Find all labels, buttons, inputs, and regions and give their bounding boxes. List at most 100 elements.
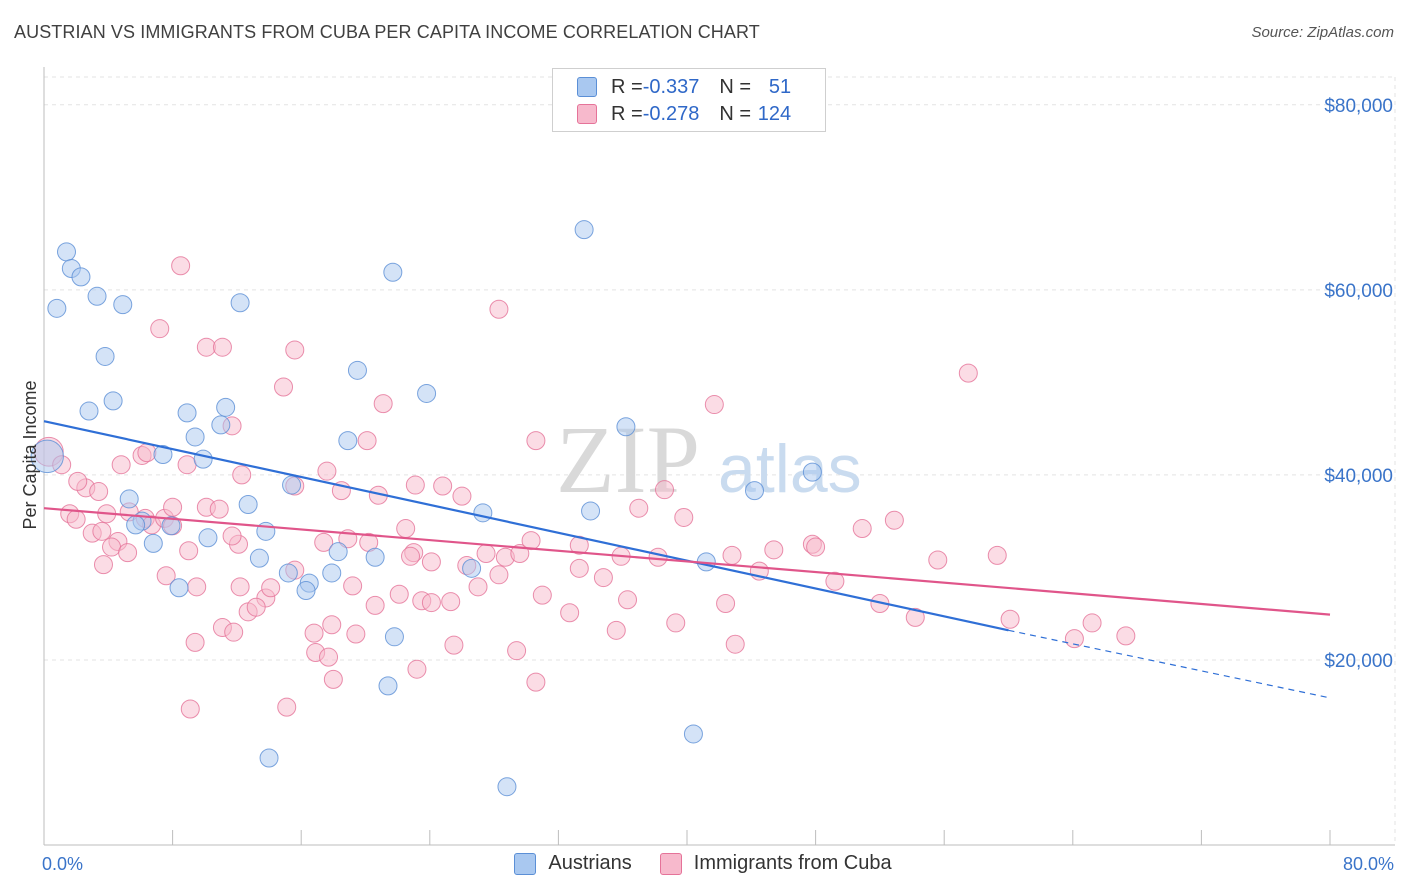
cuba-point <box>111 455 131 475</box>
austrian-point <box>296 581 316 601</box>
austrians-legend-swatch <box>514 852 537 875</box>
austrians-trend-extension <box>1008 629 1331 699</box>
r-value: -0.278 <box>642 102 700 125</box>
austrian-point <box>278 563 298 583</box>
n-value: 51 <box>768 75 792 98</box>
cuba-point <box>433 476 453 496</box>
austrian-point <box>185 427 205 447</box>
cuba-point <box>222 526 242 546</box>
cuba-point <box>1116 626 1136 646</box>
cuba-point <box>722 545 742 565</box>
legend-item-cuba: Immigrants from Cuba <box>659 852 892 875</box>
cuba-point <box>666 613 686 633</box>
austrian-point <box>113 295 133 315</box>
cuba-point <box>156 566 176 586</box>
cuba-point <box>928 550 948 570</box>
cuba-point <box>346 624 366 644</box>
cuba-point <box>468 577 488 597</box>
cuba-point <box>648 547 668 567</box>
austrian-point <box>574 220 594 240</box>
cuba-point <box>163 497 183 517</box>
austrian-point <box>417 383 437 403</box>
austrian-point <box>198 528 218 548</box>
cuba-point <box>452 486 472 506</box>
cuba-point <box>606 620 626 640</box>
n-label: N = <box>719 102 752 125</box>
cuba-point <box>958 363 978 383</box>
y-tick-label: $40,000 <box>1324 466 1393 487</box>
cuba-point <box>421 593 441 613</box>
cuba-point <box>507 641 527 661</box>
austrian-point <box>322 563 342 583</box>
cuba-point <box>232 465 252 485</box>
cuba-point <box>319 647 339 667</box>
austrian-point <box>338 431 358 451</box>
cuba-point <box>825 571 845 591</box>
cuba-point <box>66 509 86 529</box>
cuba-point <box>618 590 638 610</box>
y-tick-labels: $20,000 $40,000 $60,000 $80,000 <box>1324 96 1393 672</box>
watermark: ZIP atlas <box>556 406 862 513</box>
legend-row-cuba: R = -0.278 N = 124 <box>577 101 791 127</box>
cuba-legend-swatch <box>659 852 682 875</box>
r-label: R = <box>611 102 643 125</box>
cuba-point <box>357 431 377 451</box>
austrian-point <box>683 724 703 744</box>
austrian-point <box>383 262 403 282</box>
cuba-trend-line <box>43 507 1331 616</box>
cuba-point <box>365 595 385 615</box>
cuba-point <box>177 455 197 475</box>
cuba-point <box>674 507 694 527</box>
cuba-point <box>137 443 157 463</box>
austrian-point <box>282 475 302 495</box>
austrian-point <box>328 542 348 562</box>
cuba-point <box>343 576 363 596</box>
r-label: R = <box>611 75 643 98</box>
austrian-point <box>378 676 398 696</box>
austrian-point <box>169 578 189 598</box>
cuba-point <box>224 622 244 642</box>
cuba-point <box>852 519 872 539</box>
cuba-point <box>93 555 113 575</box>
cuba-point <box>421 552 441 572</box>
cuba-point <box>314 532 334 552</box>
cuba-point <box>389 584 409 604</box>
cuba-point <box>373 394 393 414</box>
austrian-point <box>57 242 77 262</box>
cuba-point <box>171 256 191 276</box>
x-tick-labels: 0.0% 80.0% <box>42 854 1394 874</box>
austrian-point <box>230 293 250 313</box>
austrian-point <box>384 627 404 647</box>
cuba-point <box>304 623 324 643</box>
cuba-point <box>209 499 229 519</box>
austrian-point <box>79 401 99 421</box>
cuba-point <box>629 498 649 518</box>
y-tick-label: $60,000 <box>1324 281 1393 302</box>
cuba-point <box>187 577 207 597</box>
austrian-point <box>462 558 482 578</box>
cuba-point <box>476 544 496 564</box>
n-label: N = <box>719 75 752 98</box>
austrian-point <box>71 267 91 287</box>
austrians-trend-line <box>43 420 1009 632</box>
chart-title: AUSTRIAN VS IMMIGRANTS FROM CUBA PER CAP… <box>14 22 760 42</box>
cuba-point <box>185 632 205 652</box>
trend-lines <box>43 420 1331 699</box>
cuba-point <box>317 461 337 481</box>
watermark-atlas: atlas <box>718 431 862 507</box>
cuba-point <box>764 540 784 560</box>
cuba-point <box>277 697 297 717</box>
cuba-point <box>444 635 464 655</box>
cuba-point <box>405 475 425 495</box>
cuba-point <box>230 577 250 597</box>
austrian-point <box>616 417 636 437</box>
cuba-point <box>179 541 199 561</box>
cuba-point <box>489 299 509 319</box>
cuba-point <box>1082 613 1102 633</box>
austrian-point <box>365 547 385 567</box>
austrians-legend-label: Austrians <box>548 852 632 874</box>
cuba-point <box>246 597 266 617</box>
cuba-point <box>704 395 724 415</box>
austrian-point <box>259 748 279 768</box>
